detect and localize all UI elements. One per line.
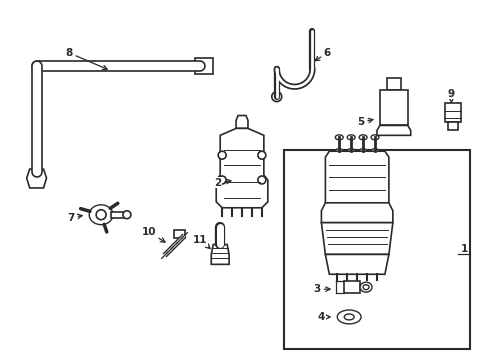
Ellipse shape — [362, 285, 368, 290]
Ellipse shape — [370, 135, 378, 140]
Polygon shape — [325, 151, 388, 203]
Text: 4: 4 — [317, 312, 329, 322]
Ellipse shape — [337, 310, 360, 324]
Ellipse shape — [358, 149, 366, 154]
Ellipse shape — [346, 149, 354, 154]
Text: 6: 6 — [314, 48, 330, 61]
Text: 5: 5 — [357, 117, 372, 127]
Ellipse shape — [359, 282, 371, 292]
Polygon shape — [211, 244, 229, 264]
Polygon shape — [236, 116, 247, 129]
Text: 3: 3 — [313, 284, 329, 294]
Polygon shape — [325, 255, 388, 274]
Polygon shape — [321, 223, 392, 255]
Bar — [386, 78, 400, 90]
Polygon shape — [321, 203, 392, 223]
Ellipse shape — [89, 205, 113, 225]
Polygon shape — [376, 125, 410, 135]
Bar — [283, 150, 469, 349]
Circle shape — [218, 151, 225, 159]
Circle shape — [257, 151, 265, 159]
Bar — [173, 230, 185, 238]
Circle shape — [122, 211, 131, 219]
Ellipse shape — [335, 135, 343, 140]
Circle shape — [257, 176, 265, 184]
Text: 9: 9 — [447, 89, 454, 103]
Polygon shape — [216, 129, 267, 208]
Text: 8: 8 — [65, 48, 107, 69]
Bar — [447, 122, 457, 130]
Text: 7: 7 — [67, 213, 82, 223]
Bar — [379, 90, 407, 125]
Ellipse shape — [335, 149, 343, 154]
Text: 11: 11 — [193, 234, 210, 249]
Text: 2: 2 — [214, 178, 230, 188]
Bar — [445, 103, 460, 122]
Circle shape — [218, 176, 225, 184]
Ellipse shape — [358, 135, 366, 140]
Ellipse shape — [370, 149, 378, 154]
Text: 1: 1 — [459, 244, 467, 255]
Text: 10: 10 — [141, 226, 165, 242]
Polygon shape — [344, 281, 359, 293]
Circle shape — [271, 92, 281, 102]
Circle shape — [96, 210, 106, 220]
Polygon shape — [27, 169, 46, 188]
Polygon shape — [111, 212, 127, 218]
Bar — [195, 58, 213, 74]
Ellipse shape — [344, 314, 353, 320]
Ellipse shape — [346, 135, 354, 140]
